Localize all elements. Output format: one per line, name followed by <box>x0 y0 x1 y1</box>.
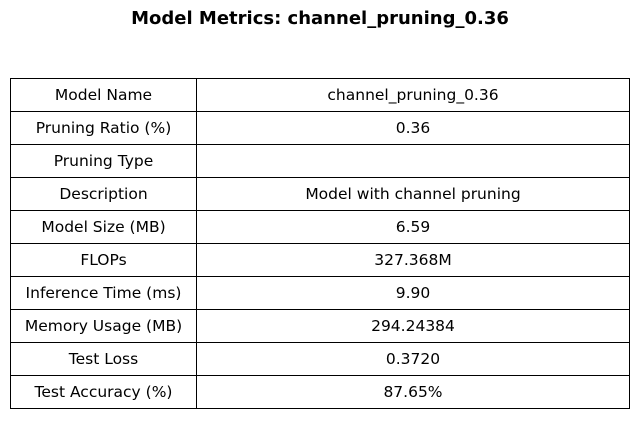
table-row: Model Size (MB) 6.59 <box>10 210 630 244</box>
table-row: Description Model with channel pruning <box>10 177 630 211</box>
table-row: FLOPs 327.368M <box>10 243 630 277</box>
metric-value-cell: Model with channel pruning <box>196 177 630 211</box>
metric-value-cell: 327.368M <box>196 243 630 277</box>
table-row: Test Accuracy (%) 87.65% <box>10 375 630 409</box>
metric-value-cell: 0.3720 <box>196 342 630 376</box>
metric-label-cell: Pruning Type <box>10 144 197 178</box>
table-row: Model Name channel_pruning_0.36 <box>10 78 630 112</box>
metric-value-cell: 0.36 <box>196 111 630 145</box>
metric-label-cell: FLOPs <box>10 243 197 277</box>
metric-label-cell: Memory Usage (MB) <box>10 309 197 343</box>
metric-label-cell: Test Loss <box>10 342 197 376</box>
metric-value-cell <box>196 144 630 178</box>
table-row: Inference Time (ms) 9.90 <box>10 276 630 310</box>
metric-label-cell: Inference Time (ms) <box>10 276 197 310</box>
metric-label-cell: Description <box>10 177 197 211</box>
metric-value-cell: 294.24384 <box>196 309 630 343</box>
table-row: Test Loss 0.3720 <box>10 342 630 376</box>
metric-label-cell: Test Accuracy (%) <box>10 375 197 409</box>
metric-value-cell: channel_pruning_0.36 <box>196 78 630 112</box>
chart-title: Model Metrics: channel_pruning_0.36 <box>131 8 509 29</box>
table-row: Pruning Type <box>10 144 630 178</box>
metric-value-cell: 6.59 <box>196 210 630 244</box>
table-row: Memory Usage (MB) 294.24384 <box>10 309 630 343</box>
metric-label-cell: Model Size (MB) <box>10 210 197 244</box>
metric-value-cell: 9.90 <box>196 276 630 310</box>
metrics-table: Model Name channel_pruning_0.36 Pruning Ra… <box>10 78 630 409</box>
metric-value-cell: 87.65% <box>196 375 630 409</box>
metric-label-cell: Pruning Ratio (%) <box>10 111 197 145</box>
table-row: Pruning Ratio (%) 0.36 <box>10 111 630 145</box>
metric-label-cell: Model Name <box>10 78 197 112</box>
